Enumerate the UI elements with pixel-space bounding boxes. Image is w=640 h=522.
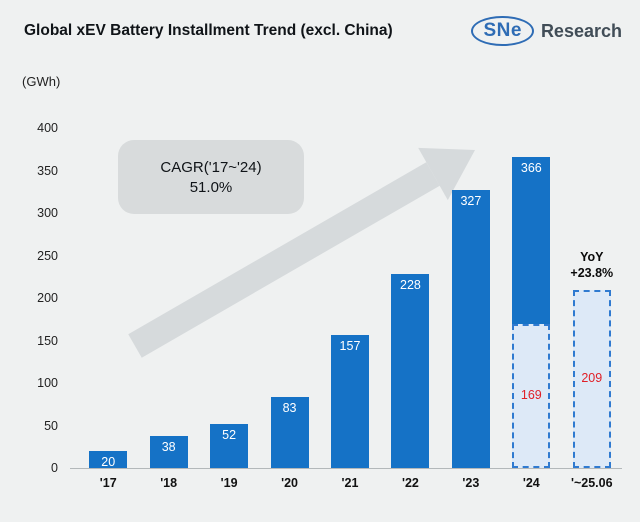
y-tick-label: 300 bbox=[37, 206, 58, 220]
bar: 327 bbox=[451, 190, 490, 468]
bar-value-label: 366 bbox=[520, 160, 542, 175]
bar: 209 bbox=[572, 290, 611, 468]
overlay-value-label: 169 bbox=[520, 388, 542, 403]
bar-slot: 52 '19 bbox=[199, 128, 259, 490]
logo-research-text: Research bbox=[540, 20, 622, 41]
cagr-label: CAGR('17~'24) bbox=[160, 158, 262, 176]
y-tick-label: 0 bbox=[51, 461, 58, 475]
y-axis: 0 50 100 150 200 250 300 350 400 bbox=[0, 121, 70, 475]
bar-value-label: 209 bbox=[581, 371, 603, 386]
y-tick-label: 400 bbox=[37, 121, 58, 135]
bar-value-label: 228 bbox=[400, 278, 421, 293]
cagr-annotation-box: CAGR('17~'24) 51.0% bbox=[118, 140, 304, 214]
x-tick-label: '21 bbox=[341, 476, 359, 490]
trend-arrow-head bbox=[418, 147, 475, 201]
bar-value-label: 52 bbox=[222, 427, 237, 442]
bar-slot: 209 YoY +23.8% '~25.06 bbox=[562, 128, 622, 490]
bar-slot: 228 '22 bbox=[380, 128, 440, 490]
cagr-value: 51.0% bbox=[189, 178, 233, 196]
x-tick-label: '23 bbox=[462, 476, 480, 490]
x-tick-label: '~25.06 bbox=[570, 476, 613, 490]
bar-slot: 327 '23 bbox=[441, 128, 501, 490]
sne-research-logo: SNe Research bbox=[471, 16, 622, 46]
bar: 38 bbox=[149, 435, 188, 468]
chart-title: Global xEV Battery Installment Trend (ex… bbox=[24, 22, 393, 39]
x-tick-label: '22 bbox=[401, 476, 419, 490]
yoy-value: +23.8% bbox=[570, 266, 614, 281]
bar-value-label: 20 bbox=[101, 455, 116, 469]
bar-slot: 157 '21 bbox=[320, 128, 380, 490]
partial-period-overlay: 169 bbox=[512, 324, 551, 468]
trend-arrow-shaft bbox=[128, 162, 440, 358]
y-axis-unit-label: (GWh) bbox=[22, 74, 61, 89]
bar-value-label: 83 bbox=[282, 401, 297, 416]
bar: 228 bbox=[391, 274, 430, 468]
trend-arrow bbox=[128, 147, 475, 358]
plot-area: 20 '17 38 '18 52 '19 83 '20 157 '21 228 '22 327 '23 36… bbox=[78, 128, 622, 490]
x-axis-baseline bbox=[70, 468, 622, 469]
x-tick-label: '19 bbox=[220, 476, 238, 490]
x-tick-label: '24 bbox=[522, 476, 540, 490]
yoy-annotation: YoY +23.8% bbox=[562, 249, 622, 283]
sne-logo-mark: SNe bbox=[471, 16, 534, 46]
x-tick-label: '18 bbox=[160, 476, 178, 490]
y-tick-label: 200 bbox=[37, 291, 58, 305]
bar: 20 bbox=[89, 451, 128, 469]
bar-slot: 83 '20 bbox=[259, 128, 319, 490]
y-tick-label: 250 bbox=[37, 248, 58, 263]
bar-value-label: 157 bbox=[339, 338, 361, 353]
y-tick-label: 100 bbox=[37, 376, 58, 390]
bar-slot: 20 '17 bbox=[78, 128, 138, 490]
y-tick-label: 150 bbox=[37, 333, 58, 348]
y-tick-label: 50 bbox=[44, 418, 58, 433]
bar: 52 bbox=[210, 423, 249, 468]
x-tick-label: '20 bbox=[281, 476, 298, 490]
bar: 83 bbox=[270, 397, 309, 468]
x-tick-label: '17 bbox=[99, 476, 117, 490]
bar: 157 bbox=[330, 334, 369, 468]
y-tick-label: 350 bbox=[37, 163, 58, 178]
bar-value-label: 327 bbox=[460, 194, 482, 209]
bar-slot: 366 169 '24 bbox=[501, 128, 561, 490]
bar-value-label: 38 bbox=[161, 439, 176, 454]
bar-slot: 38 '18 bbox=[138, 128, 198, 490]
bar: 366 169 bbox=[512, 156, 551, 468]
yoy-label: YoY bbox=[580, 249, 604, 264]
